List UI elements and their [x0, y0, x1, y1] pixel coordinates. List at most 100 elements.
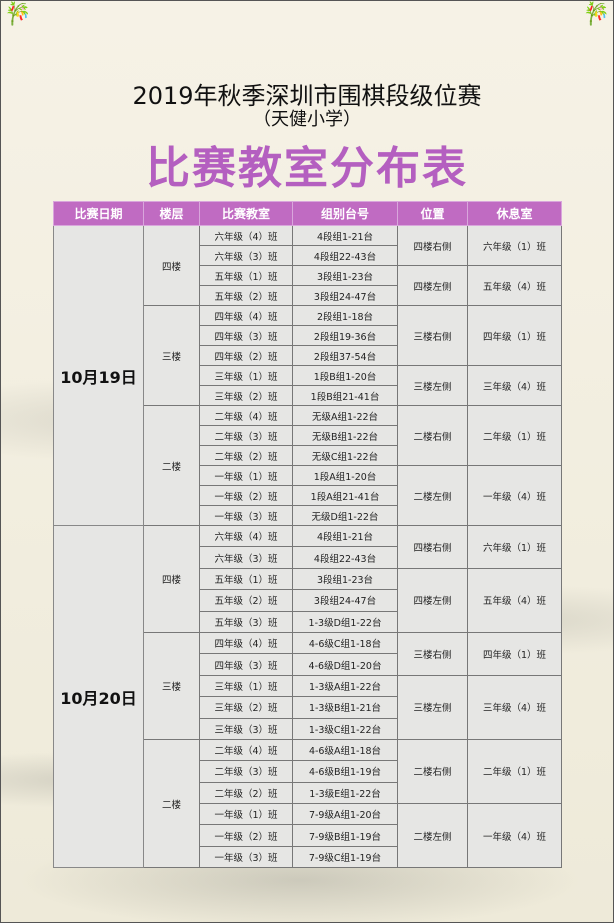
column-header-date: 比赛日期	[53, 201, 144, 226]
group-tables: 3段组24-47台	[292, 285, 398, 306]
table-row: 二楼 二年级（4）班 无级A组1-22台 二楼右侧 二年级（1）班	[54, 405, 562, 526]
rest-room: 四年级（1）班	[467, 305, 562, 366]
classroom: 四年级（3）班	[199, 325, 293, 346]
table-row: 10月20日 四楼 六年级（4）班 4段组1-21台 四楼右侧 六年级（1）班	[53, 524, 562, 869]
table-row: 五年级（2）班 3段组24-47台	[54, 589, 562, 612]
rest-room: 五年级（4）班	[467, 567, 562, 633]
group-tables: 无级D组1-22台	[292, 505, 398, 526]
table-row: 四年级（3）班 2段组19-36台	[54, 325, 562, 346]
group-tables: 1-3级C组1-22台	[292, 717, 398, 740]
classroom: 一年级（3）班	[199, 845, 293, 869]
position: 二楼左侧	[397, 465, 468, 526]
rest-room: 五年级（4）班	[467, 265, 562, 306]
table-row: 五年级（1）班 3段组1-23台 四楼左侧 五年级（4）班	[54, 567, 562, 633]
column-header-floor: 楼层	[143, 201, 200, 226]
table-row: 一年级（1）班 1段A组1-20台 二楼左侧 一年级（4）班	[54, 465, 562, 526]
venue-title: （天健小学）	[253, 109, 361, 130]
table-row: 五年级（3）班 1-3级D组1-22台	[54, 610, 562, 633]
classroom: 六年级（4）班	[199, 524, 293, 548]
column-header-classroom: 比赛教室	[199, 201, 293, 226]
table-row: 一年级（3）班 无级D组1-22台	[54, 505, 562, 526]
group-tables: 3段组24-47台	[292, 589, 398, 612]
table-row: 二年级（3）班 无级B组1-22台	[54, 425, 562, 446]
table-row: 五年级（1）班 3段组1-23台 四楼左侧 五年级（4）班	[54, 265, 562, 306]
position: 三楼右侧	[397, 631, 468, 676]
table-row: 四年级（2）班 2段组37-54台	[54, 345, 562, 366]
group-tables: 4段组1-21台	[292, 524, 398, 548]
group-tables: 4段组22-43台	[292, 245, 398, 266]
table-row: 三年级（1）班 1-3级A组1-22台 三楼左侧 三年级（4）班	[54, 674, 562, 740]
group-tables: 2段组37-54台	[292, 345, 398, 366]
group-tables: 4段组22-43台	[292, 546, 398, 569]
event-title: 2019年秋季深圳市围棋段级位赛	[132, 82, 482, 110]
floor: 二楼	[143, 405, 200, 526]
table-row: 六年级（3）班 4段组22-43台	[54, 245, 562, 266]
group-tables: 无级C组1-22台	[292, 445, 398, 466]
position: 四楼左侧	[397, 265, 468, 306]
classroom: 一年级（3）班	[199, 505, 293, 526]
table-row: 一年级（3）班 7-9级C组1-19台	[54, 845, 562, 869]
rest-room: 一年级（4）班	[467, 803, 562, 869]
classroom: 六年级（4）班	[199, 225, 293, 246]
classroom: 四年级（2）班	[199, 345, 293, 366]
classroom: 三年级（1）班	[199, 674, 293, 698]
group-tables: 2段组19-36台	[292, 325, 398, 346]
rest-room: 一年级（4）班	[467, 465, 562, 526]
group-tables: 1-3级E组1-22台	[292, 781, 398, 805]
bamboo-leaf-icon: 🎋	[582, 2, 610, 27]
position: 二楼左侧	[397, 803, 468, 869]
rest-room: 四年级（1）班	[467, 631, 562, 676]
table-header-row: 比赛日期 楼层 比赛教室 组别台号 位置 休息室	[53, 201, 562, 226]
position: 二楼右侧	[397, 738, 468, 805]
group-tables: 7-9级C组1-19台	[292, 845, 398, 869]
classroom: 三年级（2）班	[199, 696, 293, 719]
classroom: 五年级（2）班	[199, 589, 293, 612]
group-tables: 4-6级B组1-19台	[292, 760, 398, 783]
bamboo-leaf-icon: 🎋	[4, 2, 32, 27]
page-title: 比赛教室分布表	[146, 143, 468, 194]
column-header-group: 组别台号	[292, 201, 398, 226]
classroom: 五年级（3）班	[199, 610, 293, 633]
group-tables: 7-9级A组1-20台	[292, 803, 398, 826]
group-tables: 3段组1-23台	[292, 265, 398, 286]
table-row: 一年级（1）班 7-9级A组1-20台 二楼左侧 一年级（4）班	[54, 803, 562, 869]
table-row: 六年级（3）班 4段组22-43台	[54, 546, 562, 569]
classroom-table: 比赛日期 楼层 比赛教室 组别台号 位置 休息室 10月19日 四楼 六年级（4）班…	[53, 201, 562, 869]
group-tables: 1段A组21-41台	[292, 485, 398, 506]
column-header-rest-room: 休息室	[467, 201, 562, 226]
classroom: 二年级（2）班	[199, 445, 293, 466]
floor: 四楼	[143, 525, 200, 633]
rest-room: 二年级（1）班	[467, 405, 562, 466]
group-tables: 无级A组1-22台	[292, 405, 398, 426]
group-tables: 1-3级A组1-22台	[292, 674, 398, 698]
table-row: 二年级（2）班 1-3级E组1-22台	[54, 781, 562, 805]
position: 四楼右侧	[397, 225, 468, 266]
position: 二楼右侧	[397, 405, 468, 466]
classroom: 五年级（1）班	[199, 265, 293, 286]
table-row: 三楼 四年级（4）班 2段组1-18台 三楼右侧 四年级（1）班	[54, 305, 562, 406]
classroom: 三年级（2）班	[199, 385, 293, 406]
table-row: 五年级（2）班 3段组24-47台	[54, 285, 562, 306]
classroom: 五年级（2）班	[199, 285, 293, 306]
classroom: 一年级（2）班	[199, 824, 293, 847]
table-row: 一年级（2）班 1段A组21-41台	[54, 485, 562, 506]
rest-room: 六年级（1）班	[467, 225, 562, 266]
floor: 三楼	[143, 631, 200, 740]
table-row: 三楼 四年级（4）班 4-6级C组1-18台 三楼右侧 四年级（1）班	[54, 631, 562, 740]
group-tables: 1段B组1-20台	[292, 365, 398, 386]
rest-room: 六年级（1）班	[467, 525, 562, 569]
classroom: 一年级（1）班	[199, 803, 293, 826]
classroom: 二年级（3）班	[199, 425, 293, 446]
table-row: 二楼 二年级（4）班 4-6级A组1-18台 二楼右侧 二年级（1）班	[54, 738, 562, 869]
rest-room: 二年级（1）班	[467, 738, 562, 805]
group-tables: 无级B组1-22台	[292, 425, 398, 446]
position: 四楼右侧	[397, 525, 468, 569]
table-row: 三年级（2）班 1-3级B组1-21台	[54, 696, 562, 719]
group-tables: 1段B组21-41台	[292, 385, 398, 406]
position: 三楼左侧	[397, 674, 468, 740]
group-tables: 4-6级A组1-18台	[292, 738, 398, 762]
position: 三楼右侧	[397, 305, 468, 366]
column-header-position: 位置	[397, 201, 468, 226]
table-row: 四年级（3）班 4-6级D组1-20台	[54, 653, 562, 676]
